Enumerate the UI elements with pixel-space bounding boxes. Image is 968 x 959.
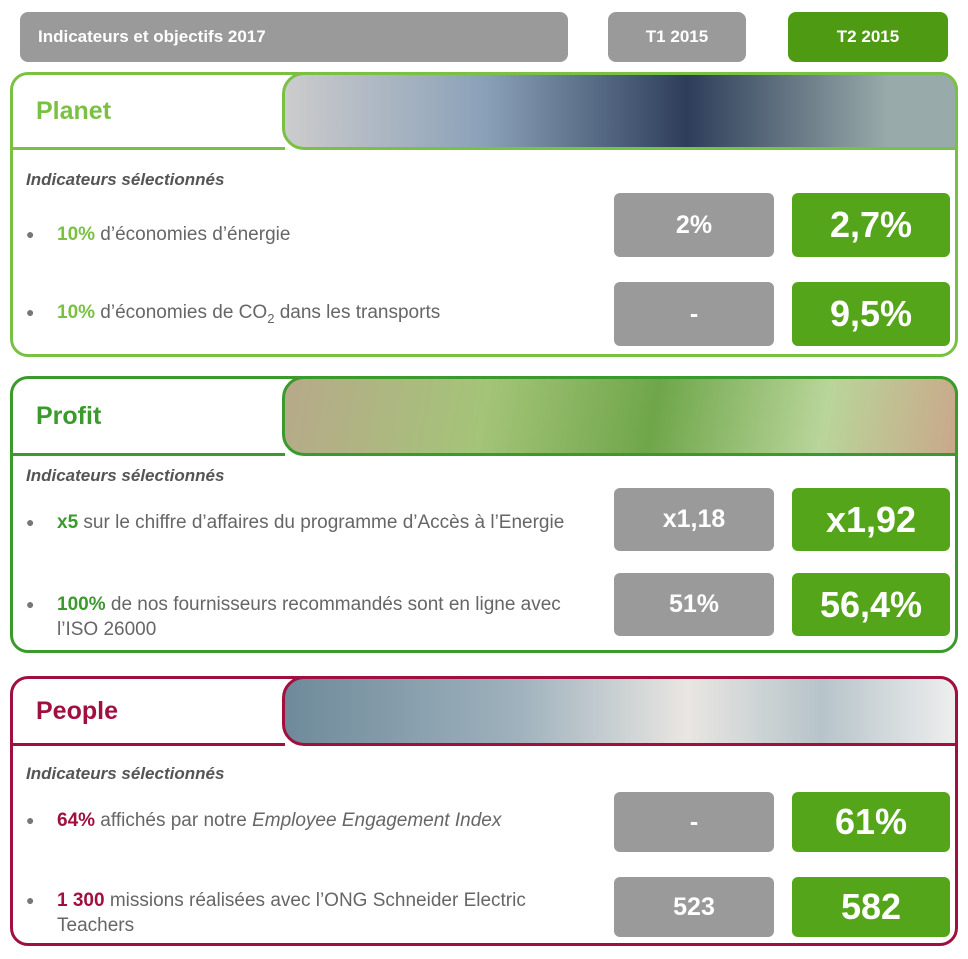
item-part: missions réalisées avec l’ONG Schneider … — [57, 890, 526, 936]
section-title: People — [36, 696, 118, 725]
item-part: d’économies d’énergie — [95, 224, 291, 245]
value-t2: 2,7% — [792, 193, 950, 257]
section-title: Planet — [36, 96, 112, 125]
header-col1: T1 2015 — [608, 12, 746, 62]
value-t1: x1,18 — [614, 488, 774, 551]
bullet: ● — [26, 812, 35, 828]
item-part: de nos fournisseurs recommandés sont en … — [57, 594, 561, 640]
section-subtitle: Indicateurs sélectionnés — [26, 466, 225, 485]
value-t1: 2% — [614, 193, 774, 257]
section-image — [282, 376, 958, 456]
value-t2: 9,5% — [792, 282, 950, 346]
header-col2: T2 2015 — [788, 12, 948, 62]
value-t2: 582 — [792, 877, 950, 937]
value-t2: 61% — [792, 792, 950, 852]
item-highlight: 64% — [57, 810, 96, 831]
value-t1: 523 — [614, 877, 774, 937]
section-tab-line — [10, 147, 285, 150]
section-tab-line — [10, 743, 285, 746]
item-text: 1 300 missions réalisées avec l’ONG Schn… — [57, 888, 602, 938]
value-t1: - — [614, 792, 774, 852]
item-sub: 2 — [267, 310, 275, 326]
section-image — [282, 676, 958, 746]
item-highlight: x5 — [57, 512, 79, 533]
section-image — [282, 72, 958, 150]
value-t2: 56,4% — [792, 573, 950, 636]
section-tab-line — [10, 453, 285, 456]
section-subtitle: Indicateurs sélectionnés — [26, 170, 225, 189]
item-highlight: 10% — [57, 224, 96, 245]
item-highlight: 10% — [57, 302, 96, 323]
section-title: Profit — [36, 401, 102, 430]
bullet: ● — [26, 514, 35, 530]
section-subtitle: Indicateurs sélectionnés — [26, 764, 225, 783]
header-title: Indicateurs et objectifs 2017 — [20, 12, 568, 62]
bullet: ● — [26, 226, 35, 242]
item-highlight: 1 300 — [57, 890, 105, 911]
item-text: 10% d’économies de CO2 dans les transpor… — [57, 300, 602, 331]
item-em: Employee Engagement Index — [252, 810, 502, 831]
item-text: x5 sur le chiffre d’affaires du programm… — [57, 510, 602, 535]
item-part: dans les transports — [274, 302, 441, 323]
bullet: ● — [26, 304, 35, 320]
item-text: 64% affichés par notre Employee Engageme… — [57, 808, 602, 833]
bullet: ● — [26, 596, 35, 612]
value-t1: 51% — [614, 573, 774, 636]
value-t1: - — [614, 282, 774, 346]
item-highlight: 100% — [57, 594, 106, 615]
item-text: 100% de nos fournisseurs recommandés son… — [57, 592, 602, 642]
item-part: d’économies de CO — [95, 302, 268, 323]
bullet: ● — [26, 892, 35, 908]
value-t2: x1,92 — [792, 488, 950, 551]
item-part: affichés par notre — [95, 810, 253, 831]
item-part: sur le chiffre d’affaires du programme d… — [78, 512, 565, 533]
item-text: 10% d’économies d’énergie — [57, 222, 602, 247]
